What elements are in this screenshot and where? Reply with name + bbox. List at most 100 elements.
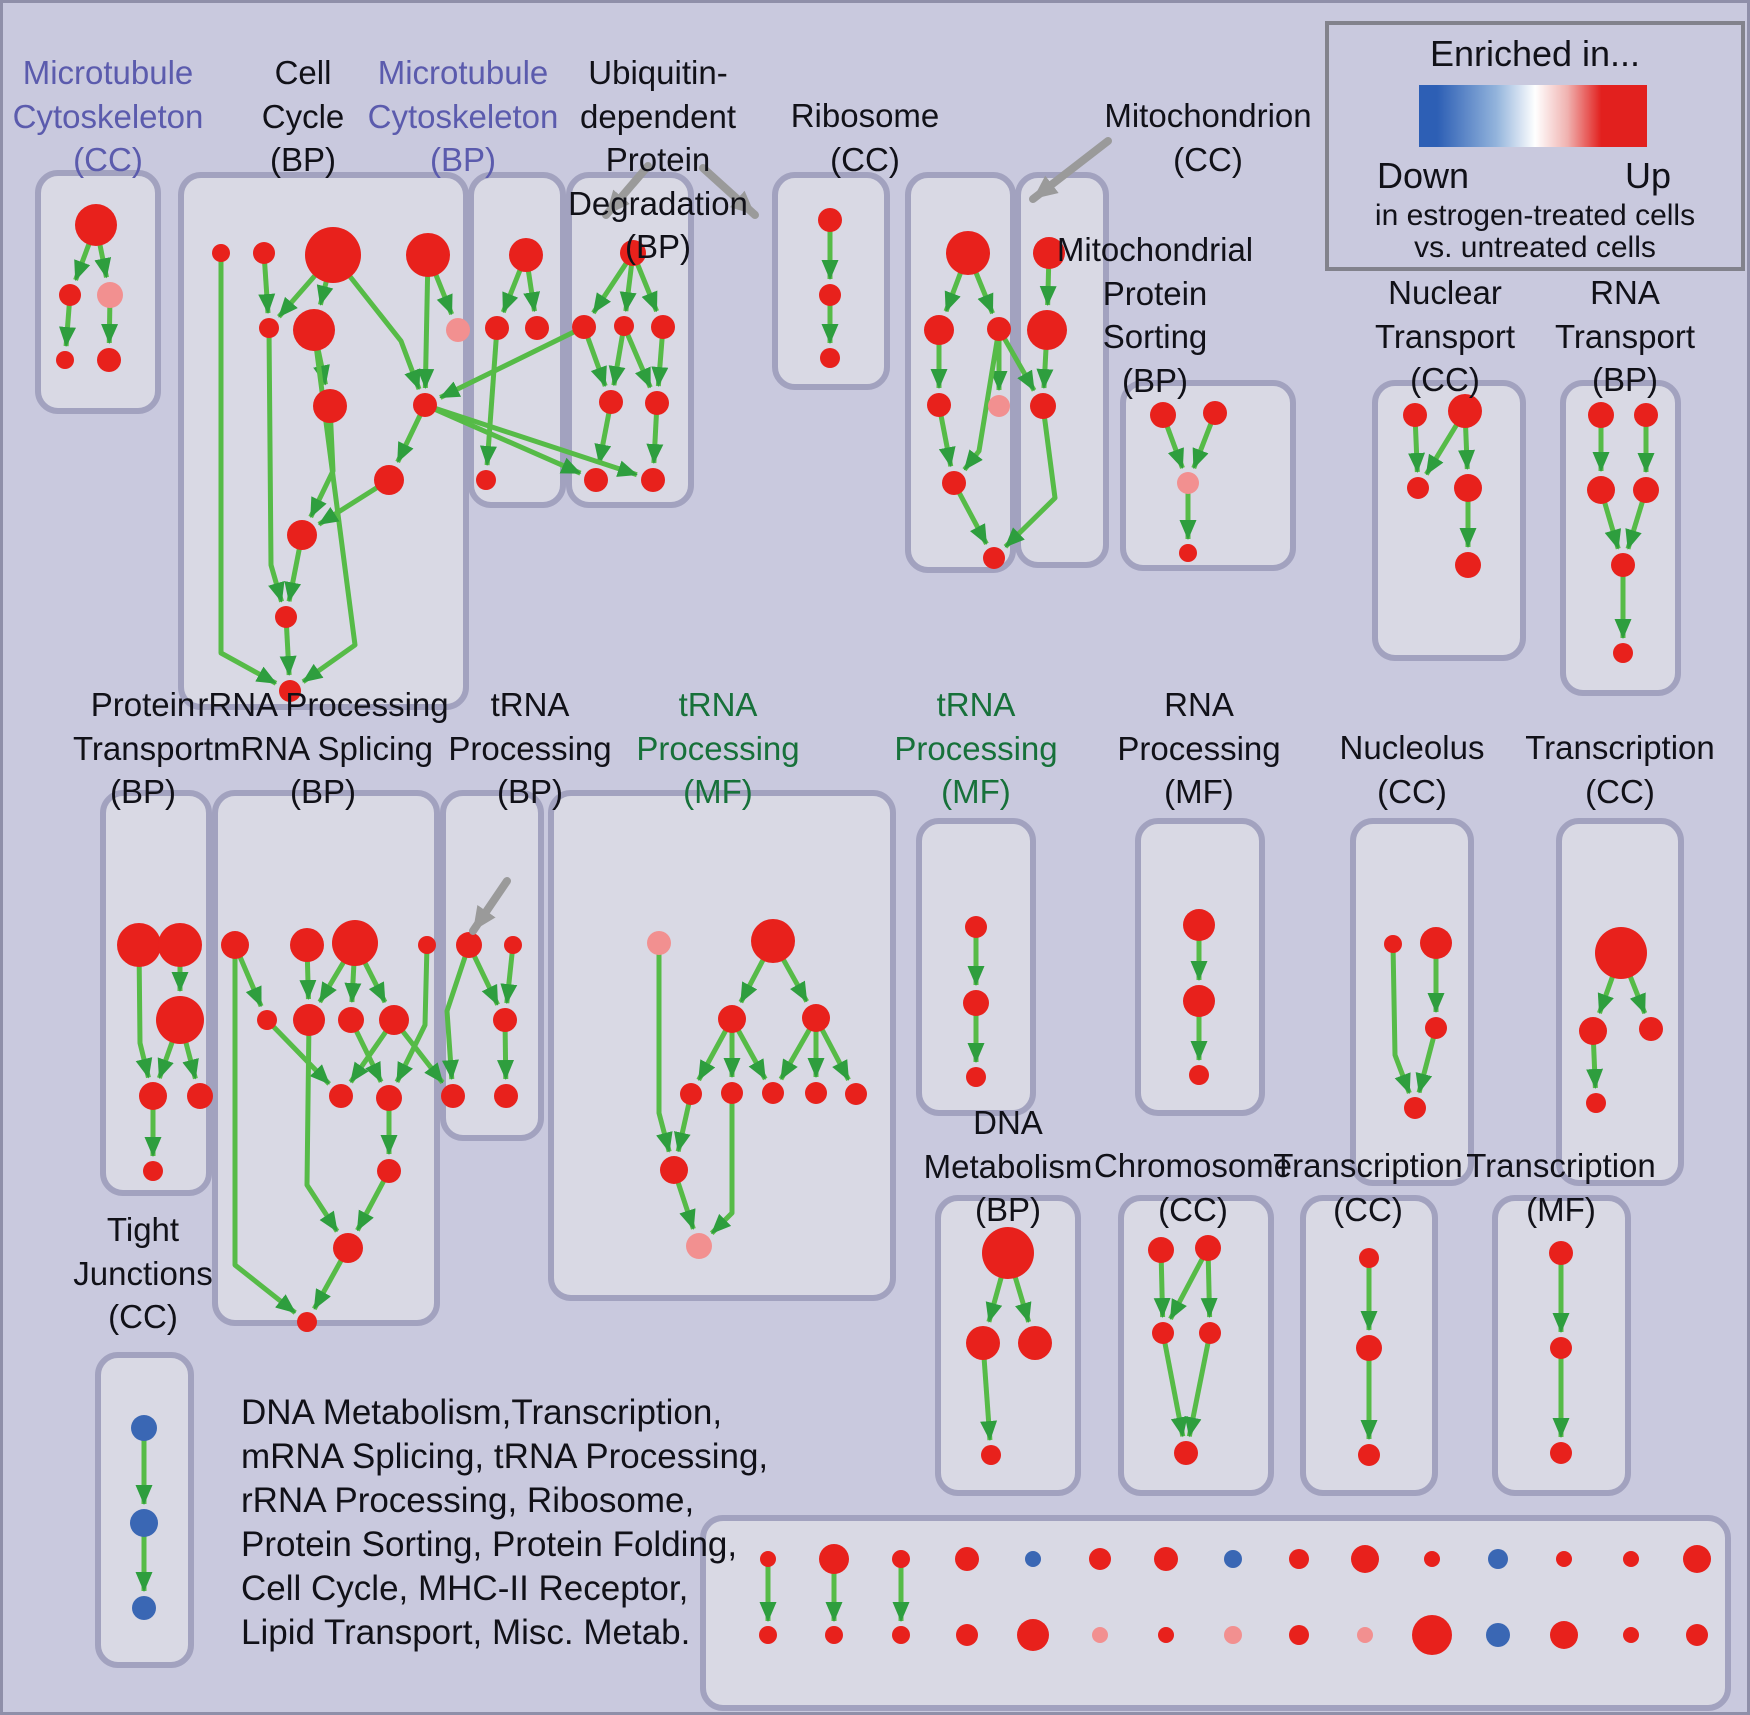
go-term-node-down	[1486, 1623, 1510, 1647]
go-term-node-down	[1224, 1550, 1242, 1568]
go-term-node-up	[1448, 394, 1482, 428]
label-pointer-arrow	[602, 162, 652, 219]
cluster-box-ubiquitin-degradation-cluster-2	[772, 172, 890, 390]
cluster-box-rrna-processing-mrna-splicing-bp	[212, 790, 440, 1326]
legend-note-line2: vs. untreated cells	[1414, 231, 1656, 264]
go-term-node-up	[1549, 1241, 1573, 1265]
go-term-node-up	[892, 1626, 910, 1644]
cluster-box-cell-cycle-bp	[178, 172, 469, 710]
go-term-node-up	[509, 238, 543, 272]
go-term-node-up	[305, 227, 361, 283]
go-term-node-up	[97, 348, 121, 372]
go-term-node-up	[212, 244, 230, 262]
go-term-node-up	[614, 316, 634, 336]
go-term-node-up	[645, 391, 669, 415]
go-term-node-up	[1183, 909, 1215, 941]
go-term-node-up	[1686, 1624, 1708, 1646]
edge	[1415, 1027, 1439, 1094]
label-pointer-arrow	[1029, 137, 1112, 203]
go-term-node-up	[1639, 1017, 1663, 1041]
edge	[218, 253, 278, 686]
go-term-node-up	[1588, 402, 1614, 428]
go-term-node-up	[374, 465, 404, 495]
edge	[308, 405, 336, 519]
edge	[1390, 943, 1412, 1094]
go-term-node-up	[1030, 393, 1056, 419]
cluster-box-mixed-terms-strip	[700, 1515, 1731, 1711]
go-term-node-up	[1623, 1551, 1639, 1567]
go-term-node-up	[963, 990, 989, 1016]
go-term-node-up	[718, 1005, 746, 1033]
go-term-node-up	[56, 351, 74, 369]
go-term-node-up	[1152, 1322, 1174, 1344]
go-term-node-up	[1633, 477, 1659, 503]
go-term-node-up	[332, 920, 378, 966]
annotation-arrows	[469, 137, 1112, 935]
go-term-node-up	[1613, 643, 1633, 663]
go-term-node-up	[313, 389, 347, 423]
go-term-node-up	[329, 1084, 353, 1108]
go-term-node-up	[1150, 402, 1176, 428]
go-term-node-up	[221, 931, 249, 959]
legend: Enriched in... Down Up in estrogen-treat…	[1325, 21, 1745, 271]
legend-gradient-bar	[1419, 85, 1647, 147]
go-term-node-up	[1358, 1444, 1380, 1466]
go-term-node-up	[1148, 1237, 1174, 1263]
go-term-node-up	[845, 1083, 867, 1105]
go-term-node-up	[1454, 474, 1482, 502]
go-term-node-up	[1420, 927, 1452, 959]
go-term-node-up	[892, 1550, 910, 1568]
go-term-node-up	[572, 315, 596, 339]
edge	[135, 944, 153, 1079]
go-term-node-up	[275, 606, 297, 628]
go-term-node-up	[818, 208, 842, 232]
go-term-node-down	[130, 1509, 158, 1537]
go-term-node-up	[476, 470, 496, 490]
go-term-node-up	[287, 520, 317, 550]
go-term-node-up	[1425, 1017, 1447, 1039]
go-term-node-up	[75, 204, 117, 246]
go-term-node-up	[680, 1083, 702, 1105]
go-term-node-up	[584, 468, 608, 492]
edge	[301, 329, 358, 684]
cluster-box-trna-processing-bp	[440, 790, 544, 1141]
go-term-node-weak-up	[446, 318, 470, 342]
edge	[656, 943, 673, 1153]
cluster-box-mitochondrion-cc	[1015, 172, 1109, 568]
go-term-node-up	[1407, 477, 1429, 499]
go-term-node-up	[1154, 1547, 1178, 1571]
edge	[265, 1018, 331, 1086]
go-term-node-up	[1189, 1065, 1209, 1085]
go-term-node-up	[1384, 935, 1402, 953]
go-term-node-up	[1455, 552, 1481, 578]
edge	[423, 402, 582, 476]
go-term-node-up	[660, 1156, 688, 1184]
cluster-box-trna-processing-mf-1	[548, 790, 896, 1301]
go-term-node-up	[1195, 1235, 1221, 1261]
go-term-node-up	[820, 348, 840, 368]
cluster-box-mitochondrial-protein-sorting-bp	[1120, 380, 1296, 571]
edge	[417, 254, 435, 390]
go-term-node-weak-up	[988, 395, 1010, 417]
go-term-node-down	[131, 1415, 157, 1441]
go-term-node-up	[1174, 1441, 1198, 1465]
edge	[1184, 1332, 1213, 1438]
go-term-node-up	[1359, 1248, 1379, 1268]
go-term-node-up	[759, 1626, 777, 1644]
network-graph-canvas	[35, 137, 1731, 1711]
go-term-node-up	[966, 1067, 986, 1087]
edge	[709, 1093, 735, 1236]
go-term-node-up	[1579, 1017, 1607, 1045]
go-term-node-up	[158, 923, 202, 967]
cluster-box-protein-transport-bp	[100, 790, 212, 1196]
go-term-node-up	[1550, 1442, 1572, 1464]
go-term-node-up	[620, 240, 646, 266]
go-term-node-up	[504, 936, 522, 954]
go-term-node-up	[1017, 1619, 1049, 1651]
go-term-node-weak-up	[97, 282, 123, 308]
go-term-node-up	[376, 1085, 402, 1111]
go-term-node-up	[1199, 1322, 1221, 1344]
go-term-node-up	[825, 1626, 843, 1644]
go-term-node-up	[819, 284, 841, 306]
go-term-node-weak-up	[1177, 472, 1199, 494]
